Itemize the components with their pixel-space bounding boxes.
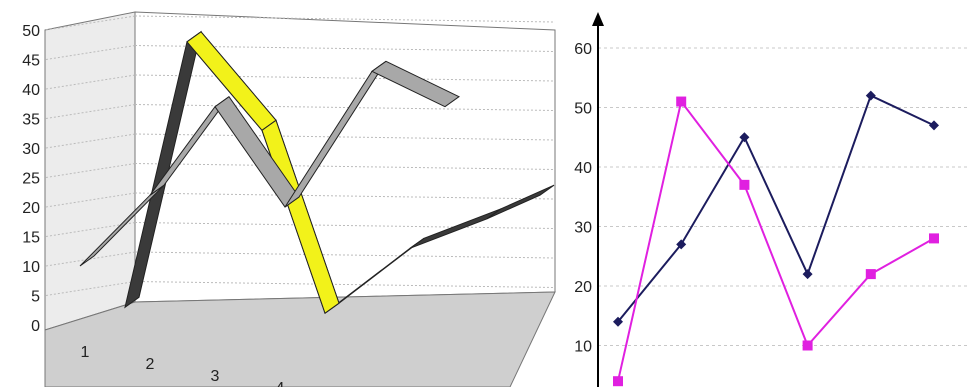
series-line — [617, 99, 935, 382]
y-tick-label: 10 — [22, 259, 40, 276]
floor — [44, 291, 556, 387]
data-point-diamond — [739, 132, 750, 143]
y-tick-label: 35 — [22, 112, 40, 129]
x-tick-label: 2 — [146, 356, 155, 373]
ribbon-segment — [371, 60, 460, 108]
grid-line-side — [45, 74, 136, 90]
data-point-square — [929, 233, 939, 244]
y-tick-label: 10 — [574, 339, 592, 356]
grid-line-side — [45, 133, 136, 149]
y-tick-label: 30 — [22, 141, 40, 158]
left-3d-chart: 0 5 10 15 20 25 30 35 40 45 50 1 2 3 4 — [22, 11, 556, 387]
y-tick-label: 0 — [31, 318, 40, 335]
y-axis-arrow — [592, 12, 604, 26]
grid-line-side — [45, 45, 136, 60]
y-tick-label: 30 — [574, 220, 592, 237]
x-tick-label: 1 — [81, 344, 90, 361]
data-point-square — [676, 96, 687, 107]
y-tick-label: 45 — [22, 53, 40, 70]
y-tick-label: 25 — [22, 171, 40, 188]
x-tick-label: 4 — [276, 380, 285, 387]
ribbon-segment — [261, 119, 340, 314]
data-point-diamond — [676, 239, 687, 250]
grid-line-side — [45, 281, 136, 296]
y-tick-label: 15 — [22, 230, 40, 247]
right-line-chart: 10 20 30 40 50 60 — [574, 12, 968, 387]
y-tick-label: 50 — [22, 23, 40, 40]
grid-line-side — [45, 222, 136, 237]
grid-line-side — [45, 192, 136, 208]
series-line — [617, 94, 935, 323]
y-tick-label: 50 — [574, 101, 592, 118]
data-point-diamond — [802, 269, 813, 280]
ribbon-segment — [486, 184, 555, 220]
data-point-square — [865, 269, 876, 280]
data-point-diamond — [865, 90, 876, 101]
data-point-square — [739, 179, 750, 190]
x-tick-label: 3 — [211, 368, 220, 385]
y-tick-label: 40 — [22, 82, 40, 99]
y-tick-label: 40 — [574, 160, 592, 177]
y-tick-label: 5 — [31, 289, 40, 306]
y-tick-label: 60 — [574, 41, 592, 58]
grid-line-side — [45, 15, 136, 31]
data-point-square — [802, 340, 813, 351]
y-tick-label: 20 — [574, 279, 592, 296]
grid-line-side — [45, 104, 136, 119]
data-point-square — [613, 376, 623, 387]
y-tick-label: 20 — [22, 200, 40, 217]
grid-line-side — [45, 163, 136, 178]
data-point-diamond — [613, 316, 623, 327]
data-point-diamond — [929, 120, 939, 131]
